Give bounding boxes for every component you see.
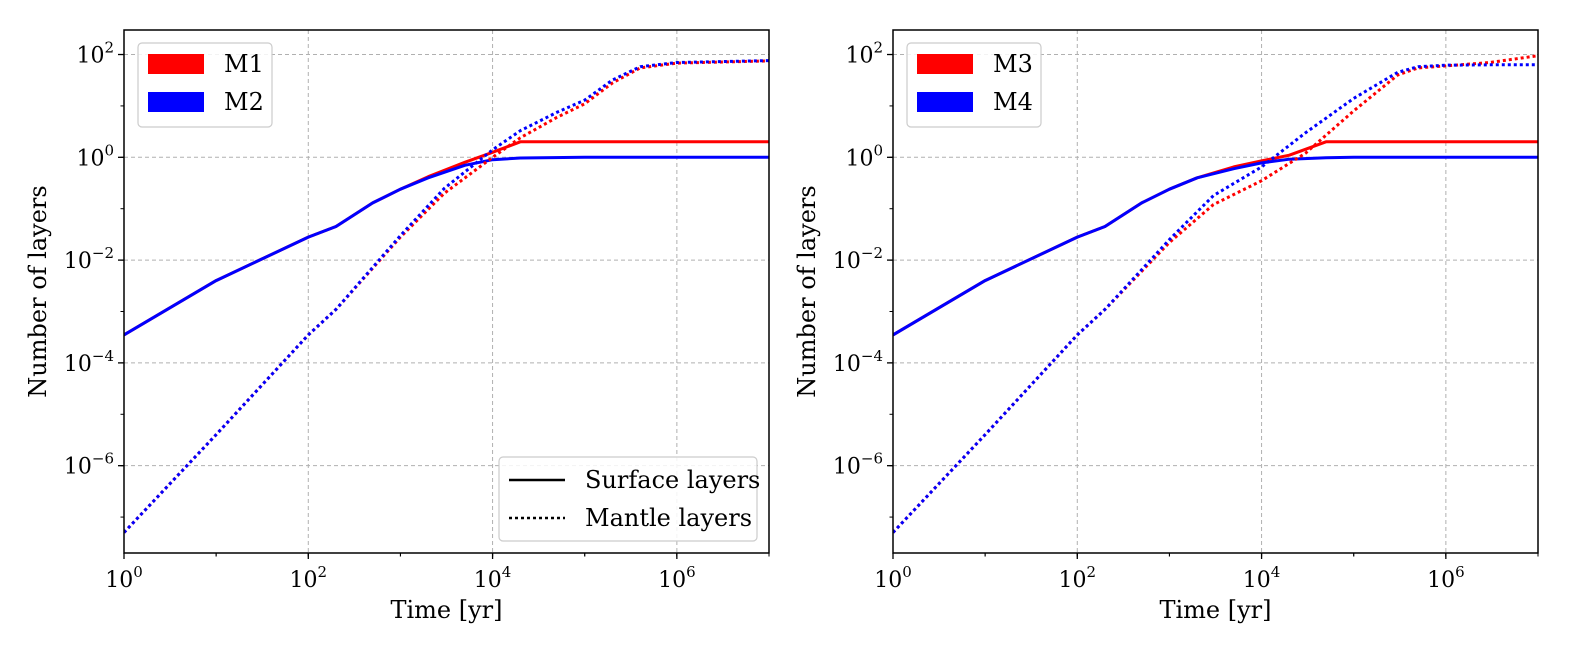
x-tick-label-exponent: 2 bbox=[318, 563, 328, 581]
y-axis-label: Number of layers bbox=[24, 185, 52, 397]
y-tick-label-base: 10 bbox=[845, 44, 873, 69]
x-tick-label-base: 10 bbox=[874, 568, 902, 593]
y-tick-label-exponent: −2 bbox=[861, 244, 883, 262]
x-tick-label: 100 bbox=[105, 563, 143, 593]
x-tick-label-exponent: 6 bbox=[1455, 563, 1465, 581]
x-axis-label: Time [yr] bbox=[1159, 596, 1271, 624]
legend-label-surface-layers: Surface layers bbox=[585, 466, 760, 494]
x-tick-label-base: 10 bbox=[658, 568, 686, 593]
x-tick-label-exponent: 4 bbox=[502, 563, 512, 581]
y-tick-label-exponent: 0 bbox=[873, 141, 883, 159]
y-tick-label: 10−4 bbox=[833, 347, 883, 377]
series-group bbox=[124, 59, 769, 534]
x-tick-label-exponent: 2 bbox=[1087, 563, 1097, 581]
legend-swatch-m1 bbox=[148, 54, 204, 74]
y-tick-label-base: 10 bbox=[833, 352, 861, 377]
x-tick-label: 104 bbox=[1243, 563, 1281, 593]
x-tick-label-base: 10 bbox=[290, 568, 318, 593]
legend-label-m2: M2 bbox=[224, 88, 264, 116]
y-tick-label-exponent: −6 bbox=[861, 450, 883, 468]
x-tick-label-base: 10 bbox=[474, 568, 502, 593]
legend-label-m1: M1 bbox=[224, 50, 264, 78]
x-tick-label: 102 bbox=[1059, 563, 1097, 593]
m2-surface-layers-line bbox=[124, 155, 769, 337]
legend-label-m3: M3 bbox=[993, 50, 1033, 78]
x-tick-label: 100 bbox=[874, 563, 912, 593]
x-tick-label-exponent: 4 bbox=[1271, 563, 1281, 581]
m4-surface-layers-line bbox=[893, 155, 1538, 337]
y-tick-label: 102 bbox=[845, 39, 883, 69]
m4-mantle-layers-line bbox=[893, 63, 1538, 534]
y-tick-label-base: 10 bbox=[76, 44, 104, 69]
y-tick-label-base: 10 bbox=[76, 146, 104, 171]
x-tick-label: 106 bbox=[658, 563, 696, 593]
y-tick-label: 10−6 bbox=[64, 450, 114, 480]
y-tick-label-exponent: −4 bbox=[92, 347, 114, 365]
x-tick-label-base: 10 bbox=[1243, 568, 1271, 593]
x-tick-label-exponent: 0 bbox=[133, 563, 143, 581]
legend-swatch-m3 bbox=[917, 54, 973, 74]
legend-swatch-m4 bbox=[917, 92, 973, 112]
y-tick-label-exponent: −6 bbox=[92, 450, 114, 468]
y-tick-label-base: 10 bbox=[833, 249, 861, 274]
y-tick-label-base: 10 bbox=[64, 249, 92, 274]
x-tick-label-base: 10 bbox=[105, 568, 133, 593]
legend-swatch-m2 bbox=[148, 92, 204, 112]
y-tick-label: 100 bbox=[76, 141, 114, 171]
y-tick-label: 10−2 bbox=[833, 244, 883, 274]
x-tick-label: 102 bbox=[290, 563, 328, 593]
x-tick-label: 104 bbox=[474, 563, 512, 593]
y-axis-label: Number of layers bbox=[793, 185, 821, 397]
y-tick-label: 10−4 bbox=[64, 347, 114, 377]
legend-label-m4: M4 bbox=[993, 88, 1033, 116]
m3-surface-layers-line bbox=[893, 140, 1538, 337]
y-tick-label-exponent: −4 bbox=[861, 347, 883, 365]
y-tick-label: 10−2 bbox=[64, 244, 114, 274]
legend-label-mantle-layers: Mantle layers bbox=[585, 504, 752, 532]
y-tick-label: 100 bbox=[845, 141, 883, 171]
legend-styles: Surface layers Mantle layers bbox=[498, 456, 760, 542]
x-tick-label-exponent: 0 bbox=[902, 563, 912, 581]
x-tick-label-base: 10 bbox=[1427, 568, 1455, 593]
plot-frame bbox=[892, 29, 1539, 554]
x-tick-label: 106 bbox=[1427, 563, 1465, 593]
y-tick-label-exponent: −2 bbox=[92, 244, 114, 262]
y-tick-label-base: 10 bbox=[833, 455, 861, 480]
legend-frame bbox=[498, 456, 758, 542]
y-tick-label-base: 10 bbox=[64, 455, 92, 480]
y-tick-label-exponent: 0 bbox=[104, 141, 114, 159]
series-group bbox=[893, 54, 1538, 534]
x-tick-label-base: 10 bbox=[1059, 568, 1087, 593]
plot-frame bbox=[123, 29, 770, 554]
y-tick-label: 10−6 bbox=[833, 450, 883, 480]
x-tick-label-exponent: 6 bbox=[686, 563, 696, 581]
x-axis-label: Time [yr] bbox=[390, 596, 502, 624]
y-tick-label-exponent: 2 bbox=[873, 39, 883, 57]
y-tick-label-base: 10 bbox=[64, 352, 92, 377]
m2-mantle-layers-line bbox=[124, 59, 769, 534]
y-tick-label: 102 bbox=[76, 39, 114, 69]
y-tick-label-base: 10 bbox=[845, 146, 873, 171]
y-tick-label-exponent: 2 bbox=[104, 39, 114, 57]
